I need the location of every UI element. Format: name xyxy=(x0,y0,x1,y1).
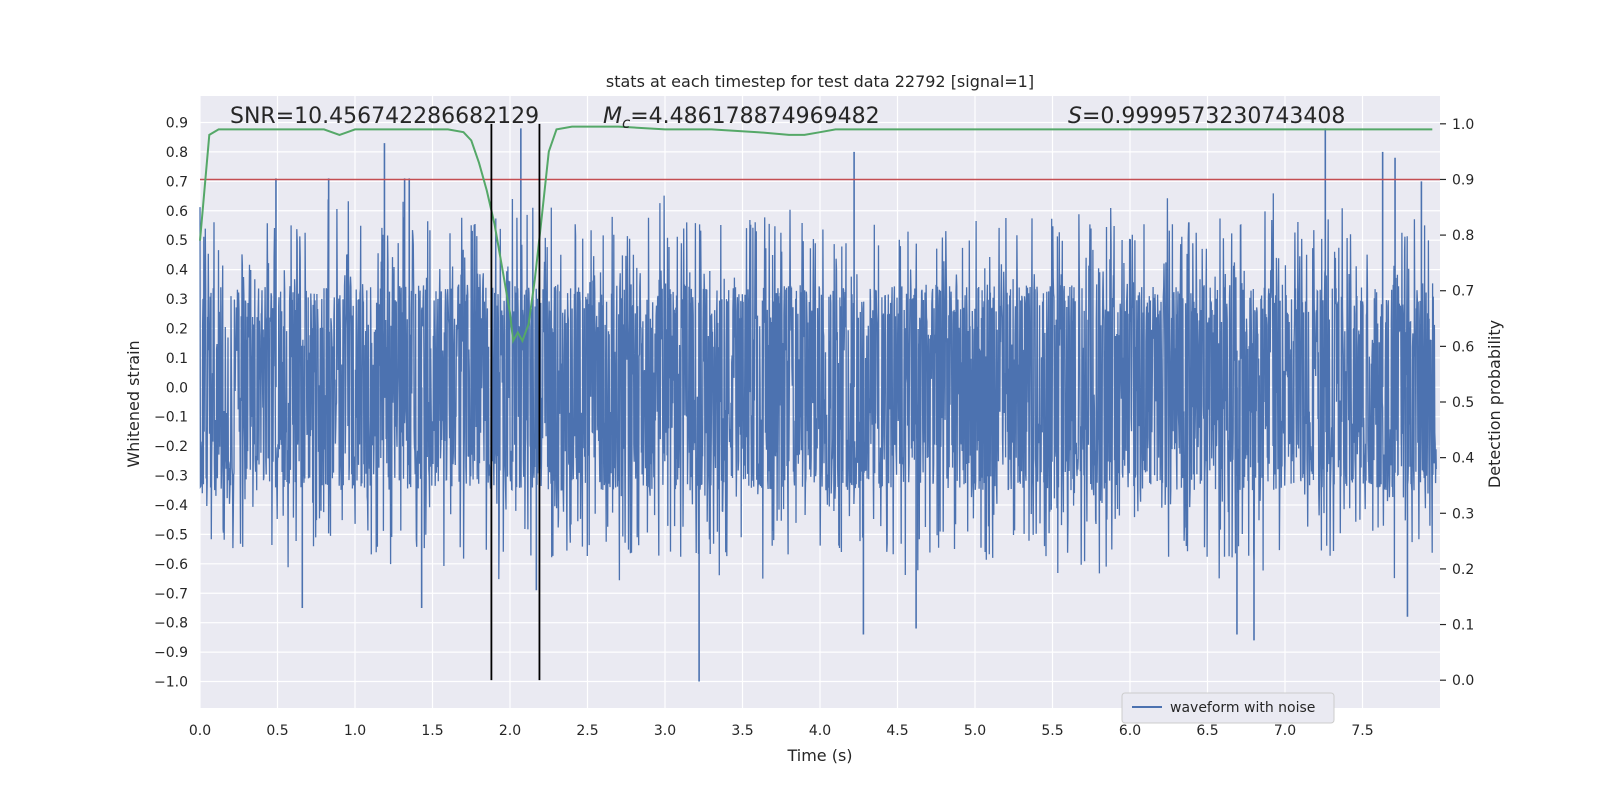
chart-title: stats at each timestep for test data 227… xyxy=(606,72,1034,91)
legend: waveform with noise xyxy=(1121,692,1335,724)
score-value: =0.9999573230743408 xyxy=(1082,104,1345,129)
y-tick-label: 0.7 xyxy=(166,174,188,190)
x-axis-label: Time (s) xyxy=(786,746,852,765)
y-tick-label: −0.8 xyxy=(154,616,188,632)
x-axis-ticks: 0.0 0.5 1.0 1.5 2.0 2.5 3.0 3.5 4.0 4.5 5.0 5.5 6.0 6… xyxy=(189,723,1374,739)
waveform-line xyxy=(199,193,1437,581)
x-tick-label: 0.5 xyxy=(266,723,288,739)
y2-tick-label: 0.8 xyxy=(1452,228,1474,244)
score-symbol: S xyxy=(1068,104,1082,129)
chirp-mass-symbol: M xyxy=(603,104,622,129)
x-tick-label: 4.0 xyxy=(809,723,831,739)
y-axis-label: Whitened strain xyxy=(124,340,143,467)
y-tick-label: −0.4 xyxy=(154,498,188,514)
y2-tick-label: 0.4 xyxy=(1452,451,1474,467)
legend-waveform-label: waveform with noise xyxy=(1170,700,1315,716)
snr-annotation: SNR=10.456742286682129 xyxy=(230,104,539,129)
y2-tick-label: 0.6 xyxy=(1452,339,1474,355)
y2-axis-label: Detection probability xyxy=(1485,320,1504,488)
y-tick-label: 0.0 xyxy=(166,380,188,396)
legend-box xyxy=(1121,692,1335,724)
y-axis-ticks: 0.9 0.8 0.7 0.6 0.5 0.4 0.3 0.2 0.1 0.0 −0.1 −0.2 −0… xyxy=(154,115,188,690)
x-tick-label: 1.0 xyxy=(344,723,366,739)
x-tick-label: 6.5 xyxy=(1196,723,1218,739)
x-tick-label: 5.5 xyxy=(1041,723,1063,739)
y-tick-label: 0.2 xyxy=(166,321,188,337)
y2-tick-label: 0.3 xyxy=(1452,506,1474,522)
chirp-mass-subscript: c xyxy=(622,114,631,132)
y-tick-label: 0.9 xyxy=(166,115,188,131)
x-tick-label: 5.0 xyxy=(964,723,986,739)
y2-tick-label: 0.2 xyxy=(1452,562,1474,578)
chirp-mass-annotation: Mc=4.486178874969482 xyxy=(603,104,880,132)
vertical-markers xyxy=(490,123,541,681)
y-tick-label: 0.8 xyxy=(166,145,188,161)
y2-axis-ticks: 1.0 0.9 0.8 0.7 0.6 0.5 0.4 0.3 0.2 0.1 0.0 xyxy=(1440,117,1474,689)
y-tick-label: −0.3 xyxy=(154,469,188,485)
y2-tick-label: 0.9 xyxy=(1452,172,1474,188)
y-tick-label: 0.5 xyxy=(166,233,188,249)
waveform-series xyxy=(199,128,1437,682)
y-tick-label: −0.1 xyxy=(154,410,188,426)
x-tick-label: 4.5 xyxy=(886,723,908,739)
x-tick-label: 1.5 xyxy=(421,723,443,739)
y-tick-label: 0.1 xyxy=(166,351,188,367)
y2-tick-label: 0.0 xyxy=(1452,673,1474,689)
y2-tick-label: 1.0 xyxy=(1452,117,1474,133)
y-tick-label: 0.4 xyxy=(166,263,188,279)
y-tick-label: −1.0 xyxy=(154,675,188,691)
y2-tick-label: 0.1 xyxy=(1452,618,1474,634)
y-tick-label: −0.2 xyxy=(154,439,188,455)
y-tick-label: 0.3 xyxy=(166,292,188,308)
y2-tick-label: 0.7 xyxy=(1452,284,1474,300)
probability-series xyxy=(199,125,1433,344)
x-tick-label: 3.0 xyxy=(654,723,676,739)
y-tick-label: −0.6 xyxy=(154,557,188,573)
x-tick-label: 2.0 xyxy=(499,723,521,739)
x-tick-label: 3.5 xyxy=(731,723,753,739)
x-tick-label: 2.5 xyxy=(576,723,598,739)
chirp-mass-value: =4.486178874969482 xyxy=(630,104,879,129)
x-tick-label: 0.0 xyxy=(189,723,211,739)
x-tick-label: 7.5 xyxy=(1351,723,1373,739)
y2-tick-label: 0.5 xyxy=(1452,395,1474,411)
x-tick-label: 7.0 xyxy=(1274,723,1296,739)
y-tick-label: 0.6 xyxy=(166,204,188,220)
probability-line xyxy=(199,125,1433,344)
y-tick-label: −0.7 xyxy=(154,586,188,602)
x-tick-label: 6.0 xyxy=(1119,723,1141,739)
y-tick-label: −0.5 xyxy=(154,527,188,543)
y-tick-label: −0.9 xyxy=(154,645,188,661)
score-annotation: S=0.9999573230743408 xyxy=(1068,104,1345,129)
